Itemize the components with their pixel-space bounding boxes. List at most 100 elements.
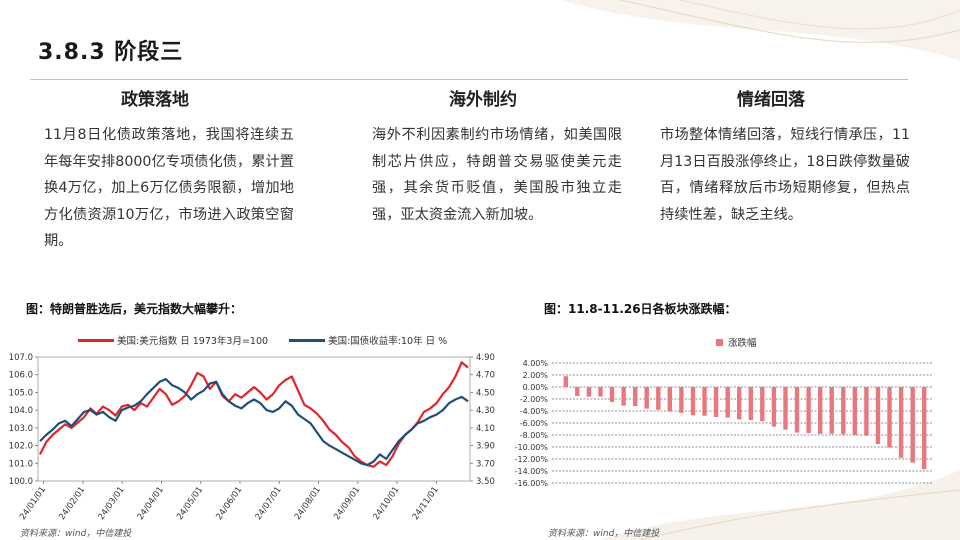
y-left-tick-label: 101.0	[9, 459, 33, 469]
bar	[910, 387, 915, 463]
y-left-tick-label: 106.0	[9, 371, 33, 381]
bar	[702, 387, 707, 416]
x-tick-label: 24/05/01	[175, 485, 205, 522]
column-heading: 政策落地	[121, 90, 189, 110]
x-tick-label: 24/11/01	[411, 485, 441, 522]
x-tick-label: 24/08/01	[293, 485, 323, 522]
y-right-tick-label: 4.90	[476, 353, 495, 363]
y-tick-label: 4.00%	[523, 359, 549, 368]
series-line-treasury-yield	[39, 377, 469, 467]
y-tick-label: -4.00%	[520, 407, 549, 416]
bar	[667, 387, 672, 412]
bar	[563, 376, 568, 387]
bar	[690, 387, 696, 416]
x-tick-label: 24/04/01	[136, 485, 166, 522]
line-chart-legend: 美国:美元指数 日 1973年3月=100 美国:国债收益率:10年 日 %	[78, 333, 465, 347]
bar	[771, 387, 777, 427]
bar	[922, 387, 927, 470]
legend-label: 美国:美元指数 日 1973年3月=100	[117, 336, 269, 347]
bar	[818, 387, 823, 434]
y-right-tick-label: 3.70	[476, 459, 495, 469]
legend-swatch	[289, 338, 326, 342]
column-policy: 政策落地 11月8日化债政策落地，我国将连续五年每年安排8000亿专项债化债，累…	[44, 86, 294, 255]
y-tick-label: 2.00%	[523, 371, 549, 380]
y-right-tick-label: 4.50	[476, 388, 495, 398]
bar	[841, 387, 846, 435]
legend-label: 美国:国债收益率:10年 日 %	[328, 336, 448, 347]
bar	[644, 387, 649, 409]
bar	[713, 387, 719, 417]
page-title: 3.8.3 阶段三	[38, 40, 184, 65]
legend-label: 涨跌幅	[728, 338, 757, 349]
y-right-tick-label: 4.30	[476, 406, 495, 416]
y-tick-label: -10.00%	[515, 443, 549, 452]
bar	[829, 387, 834, 434]
column-heading: 海外制约	[449, 90, 517, 110]
x-tick-label: 24/02/01	[57, 485, 87, 522]
y-left-tick-label: 102.0	[9, 442, 33, 452]
y-tick-label: -16.00%	[515, 479, 549, 488]
y-tick-label: -6.00%	[520, 419, 549, 428]
legend-item-yield: 美国:国债收益率:10年 日 %	[289, 333, 447, 347]
source-note: 资料来源：wind，中信建投	[20, 529, 132, 539]
column-heading: 情绪回落	[737, 90, 805, 110]
legend-swatch	[78, 338, 114, 342]
y-right-tick-label: 3.90	[476, 442, 495, 452]
x-tick-label: 24/10/01	[371, 485, 401, 522]
y-right-tick-label: 4.10	[476, 424, 495, 434]
bar	[656, 387, 661, 410]
column-body: 11月8日化债政策落地，我国将连续五年每年安排8000亿专项债化债，累计置换4万…	[44, 127, 294, 249]
bar	[806, 387, 811, 434]
bar	[633, 387, 638, 407]
x-tick-label: 24/01/01	[18, 485, 48, 522]
legend-swatch	[716, 338, 723, 346]
column-body: 市场整体情绪回落，短线行情承压，11月13日百股涨停终止，18日跌停数量破百，情…	[660, 127, 910, 223]
y-left-tick-label: 104.0	[9, 406, 33, 416]
bar	[794, 387, 800, 433]
bar	[887, 387, 892, 448]
bar	[679, 387, 684, 413]
column-body: 海外不利因素制约市场情绪，如美国限制芯片供应，特朗普交易驱使美元走强，其余货币贬…	[372, 127, 622, 223]
bar	[586, 387, 592, 397]
plot-frame	[37, 356, 471, 482]
figure1-title: 图：特朗普胜选后，美元指数大幅攀升：	[26, 302, 243, 316]
title-divider	[30, 79, 908, 80]
x-tick-label: 24/06/01	[214, 485, 244, 522]
bar-chart-legend: 涨跌幅	[716, 335, 757, 349]
bar	[598, 387, 603, 397]
y-tick-label: 0.00%	[523, 383, 549, 392]
bar	[737, 387, 742, 420]
source-note: 资料来源：wind，中信建投	[548, 529, 660, 539]
column-overseas: 海外制约 海外不利因素制约市场情绪，如美国限制芯片供应，特朗普交易驱使美元走强，…	[372, 86, 622, 228]
y-right-tick-label: 3.50	[476, 477, 495, 487]
y-left-tick-label: 105.0	[9, 388, 33, 398]
bar	[575, 387, 580, 396]
bar	[760, 387, 765, 422]
bar	[748, 387, 753, 420]
bar	[864, 387, 869, 436]
figure2-title: 图：11.8-11.26日各板块涨跌幅：	[544, 302, 737, 316]
series-line-dollar-index	[39, 361, 469, 468]
bar	[875, 387, 881, 444]
y-left-tick-label: 100.0	[9, 477, 33, 487]
column-sentiment: 情绪回落 市场整体情绪回落，短线行情承压，11月13日百股涨停终止，18日跌停数…	[660, 86, 910, 228]
bar	[621, 387, 626, 406]
bar	[783, 387, 788, 430]
y-left-tick-label: 107.0	[9, 353, 33, 363]
y-tick-label: -2.00%	[520, 395, 549, 404]
y-tick-label: -14.00%	[515, 467, 549, 476]
legend-item-dollar: 美国:美元指数 日 1973年3月=100	[78, 333, 268, 347]
x-tick-label: 24/09/01	[332, 485, 362, 522]
bar	[725, 387, 730, 418]
y-tick-label: -12.00%	[515, 455, 549, 464]
line-chart: 107.0 106.0 105.0 104.0 103.0 102.0 101.0 100.0…	[9, 353, 495, 522]
x-tick-label: 24/07/01	[254, 485, 284, 522]
bar	[898, 387, 904, 458]
bar	[609, 387, 615, 402]
bar-chart: 4.00% 2.00% 0.00% -2.00% -4.00% -6.00% -8.00% -…	[515, 359, 932, 488]
y-tick-label: -8.00%	[520, 431, 549, 440]
bar	[852, 387, 857, 435]
y-left-tick-label: 103.0	[9, 424, 33, 434]
x-tick-label: 24/03/01	[97, 485, 127, 522]
y-right-tick-label: 4.70	[476, 371, 495, 381]
